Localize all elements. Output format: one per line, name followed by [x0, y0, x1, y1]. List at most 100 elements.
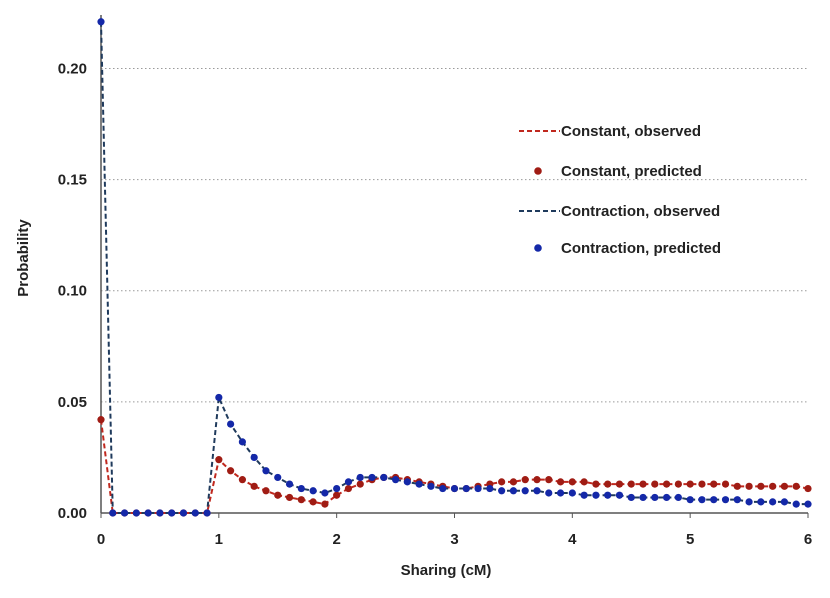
data-point: [792, 482, 800, 490]
data-point: [238, 476, 246, 484]
data-point: [486, 484, 494, 493]
data-point: [415, 480, 423, 488]
x-tick-label: 5: [686, 531, 694, 548]
data-point: [344, 484, 353, 493]
data-point: [792, 500, 800, 508]
series-line: [100, 21, 808, 514]
data-point: [686, 496, 694, 504]
data-point: [227, 420, 235, 428]
data-point: [663, 480, 671, 488]
data-point: [698, 480, 706, 488]
data-point: [333, 484, 341, 493]
data-point: [769, 482, 777, 490]
data-point: [285, 493, 294, 502]
data-point: [757, 482, 765, 490]
legend-label: Contraction, predicted: [561, 240, 721, 257]
x-tick-label: 2: [332, 531, 340, 548]
data-point: [344, 478, 353, 486]
data-point: [109, 509, 117, 517]
y-tick-label: 0.00: [58, 505, 87, 522]
data-point: [203, 509, 211, 517]
data-point: [462, 484, 470, 493]
data-point: [215, 393, 223, 402]
gridlines: [101, 67, 808, 403]
x-tick-label: 6: [804, 531, 812, 548]
data-point: [97, 416, 105, 424]
data-point: [168, 509, 176, 517]
legend-swatch-marker: [534, 167, 542, 175]
data-point: [498, 478, 506, 486]
data-point: [651, 480, 659, 488]
data-point: [710, 480, 718, 488]
data-point: [733, 496, 741, 504]
data-point: [368, 473, 376, 482]
data-point: [356, 480, 364, 488]
data-point: [509, 478, 518, 486]
data-point: [521, 487, 529, 495]
data-point: [439, 484, 447, 493]
data-point: [333, 491, 341, 499]
axes: [100, 15, 808, 514]
data-point: [686, 480, 694, 488]
data-point: [250, 453, 258, 462]
data-point: [274, 473, 282, 482]
data-point: [745, 482, 753, 490]
data-point: [191, 509, 199, 517]
data-point: [262, 487, 270, 495]
series-layer: [97, 18, 812, 517]
y-axis-title: Probability: [15, 219, 32, 297]
data-point: [144, 509, 152, 517]
data-point: [156, 509, 164, 517]
data-point: [804, 484, 812, 493]
data-point: [627, 480, 635, 488]
data-point: [698, 496, 706, 504]
legend-item: Contraction, observed: [519, 203, 720, 220]
legend-item: Contraction, predicted: [534, 240, 721, 257]
data-point: [568, 478, 576, 486]
data-point: [639, 493, 647, 502]
data-point: [509, 487, 518, 495]
data-point: [556, 489, 565, 497]
data-point: [309, 498, 317, 506]
data-point: [674, 493, 682, 502]
data-point: [450, 484, 459, 493]
x-axis-title: Sharing (cM): [401, 562, 492, 579]
data-point: [297, 484, 305, 493]
data-point: [780, 482, 789, 490]
data-point: [804, 500, 812, 508]
data-point: [604, 491, 612, 499]
data-point: [556, 478, 565, 486]
data-point: [651, 493, 659, 502]
data-point: [674, 480, 682, 488]
data-point: [120, 509, 129, 517]
legend: Constant, observed Constant, predicted Con…: [519, 123, 721, 257]
data-point: [250, 482, 258, 490]
data-point: [545, 476, 553, 484]
data-point: [285, 480, 294, 488]
data-point: [733, 482, 741, 490]
data-point: [533, 487, 541, 495]
y-tick-label: 0.15: [58, 172, 87, 189]
x-tick-label: 3: [450, 531, 458, 548]
data-point: [533, 476, 541, 484]
legend-label: Constant, predicted: [561, 163, 702, 180]
legend-swatch-marker: [534, 244, 542, 252]
data-point: [769, 498, 777, 506]
x-tick-label: 4: [568, 531, 577, 548]
data-point: [227, 467, 235, 475]
legend-label: Contraction, observed: [561, 203, 720, 220]
data-point: [721, 496, 730, 504]
data-point: [580, 478, 588, 486]
data-point: [427, 482, 435, 490]
data-point: [757, 498, 765, 506]
data-point: [97, 18, 105, 26]
legend-label: Constant, observed: [561, 123, 701, 140]
data-point: [710, 496, 718, 504]
data-point: [780, 498, 789, 506]
data-point: [274, 491, 282, 499]
data-point: [474, 484, 482, 493]
data-point: [309, 487, 317, 495]
data-point: [615, 480, 624, 488]
